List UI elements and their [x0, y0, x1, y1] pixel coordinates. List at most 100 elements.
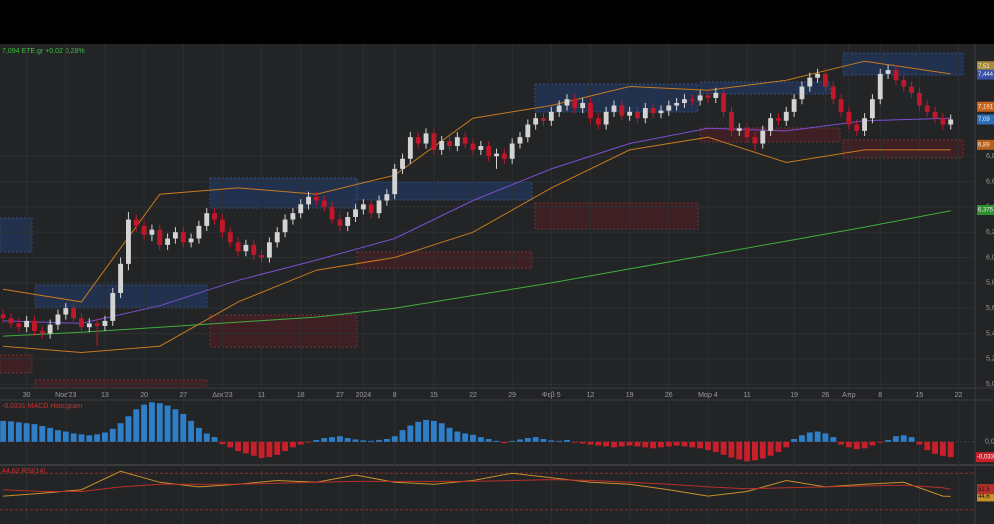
histogram-bar [125, 416, 132, 442]
candle-body [846, 111, 852, 125]
candle-body [392, 168, 398, 195]
histogram-bar [838, 441, 845, 445]
histogram-bar [532, 437, 539, 442]
candle-body [940, 118, 946, 125]
histogram-bar [211, 437, 218, 442]
candle-body [24, 320, 30, 328]
candle-body [219, 219, 225, 233]
y-tick-label: 6,0 [986, 254, 994, 261]
histogram-bar [650, 441, 657, 449]
histogram-bar [798, 435, 805, 442]
zone [209, 314, 358, 348]
histogram-bar [845, 441, 852, 448]
candle-body [501, 153, 507, 159]
candle-body [16, 323, 22, 328]
histogram-bar [830, 437, 837, 442]
zone [842, 139, 964, 159]
candle-body [580, 103, 586, 109]
histogram-bar [376, 439, 382, 442]
x-tick-label: 26 [665, 392, 673, 399]
candle-body [611, 105, 617, 112]
candle-body [0, 314, 6, 319]
candle-body [486, 146, 492, 157]
price-label-box [977, 114, 994, 125]
histogram-bar [31, 424, 38, 442]
histogram-bar [822, 433, 829, 442]
histogram-bar [258, 441, 265, 459]
histogram-bar [697, 441, 704, 449]
indicator-line [3, 470, 951, 497]
histogram-bar [47, 427, 54, 442]
histogram-bar [266, 441, 273, 458]
candle-body [556, 105, 562, 112]
histogram-bar [141, 404, 148, 442]
candle-body [541, 118, 546, 121]
candle-body [126, 219, 131, 264]
y-tick-label: 6,6 [986, 178, 994, 185]
end-label-box [977, 491, 994, 502]
histogram-bar [329, 437, 335, 442]
candle-body [635, 111, 640, 119]
histogram-bar [470, 434, 476, 442]
histogram-bar [235, 441, 242, 452]
candle-body [721, 92, 727, 112]
candle-body [799, 86, 805, 100]
histogram-bar [595, 441, 602, 446]
price-label: 7,191 [978, 104, 994, 110]
histogram-bar [477, 437, 484, 442]
histogram-bar [642, 441, 649, 448]
candle-body [768, 118, 774, 131]
histogram-bar [791, 439, 798, 442]
histogram-bar [70, 433, 77, 442]
candle-body [282, 219, 288, 233]
x-tick-label: 30 [23, 392, 31, 399]
histogram-bar [133, 409, 140, 442]
x-tick-label: 29 [508, 392, 516, 399]
histogram-bar [932, 441, 938, 454]
histogram-bar [924, 441, 931, 451]
histogram-bar [493, 440, 500, 442]
histogram-bar [634, 441, 641, 447]
candle-body [259, 255, 264, 258]
candle-body [407, 137, 413, 159]
price-label-box [977, 101, 994, 112]
candle-body [760, 130, 766, 144]
candle-body [548, 111, 554, 121]
candle-body [830, 86, 836, 100]
candle-body [306, 196, 311, 205]
end-label: -0,033 [977, 455, 994, 461]
histogram-bar [501, 441, 508, 444]
candle-body [32, 320, 37, 331]
candle-body [909, 86, 914, 93]
candle-body [572, 99, 578, 109]
x-tick-label: 26 [822, 392, 830, 399]
histogram-bar [242, 441, 249, 454]
x-tick-label: 19 [790, 392, 798, 399]
candle-body [916, 92, 922, 106]
histogram-bar [548, 440, 555, 442]
histogram-bar [344, 438, 351, 442]
candle-body [517, 137, 523, 144]
candle-body [431, 133, 437, 150]
candle-body [462, 137, 468, 144]
histogram-bar [383, 439, 390, 442]
candle-body [337, 219, 343, 226]
histogram-bar [399, 430, 406, 442]
candle-body [313, 196, 319, 201]
histogram-bar [892, 436, 899, 442]
histogram-bar [109, 428, 116, 442]
x-tick-label: 18 [297, 392, 305, 399]
histogram-bar [783, 441, 790, 448]
histogram-bar [877, 441, 884, 443]
candle-body [807, 77, 813, 87]
indicator-line [3, 210, 951, 337]
histogram-bar [885, 439, 892, 442]
histogram-bar [509, 440, 516, 442]
histogram-bar [564, 439, 570, 442]
candle-body [290, 213, 296, 220]
chart-title: 7,094 ΕΤΕ.gr +0,02 0,28% [2, 48, 85, 55]
price-label: 6,375 [978, 208, 994, 214]
candle-body [454, 137, 460, 147]
price-label: 7,51 [978, 64, 990, 70]
